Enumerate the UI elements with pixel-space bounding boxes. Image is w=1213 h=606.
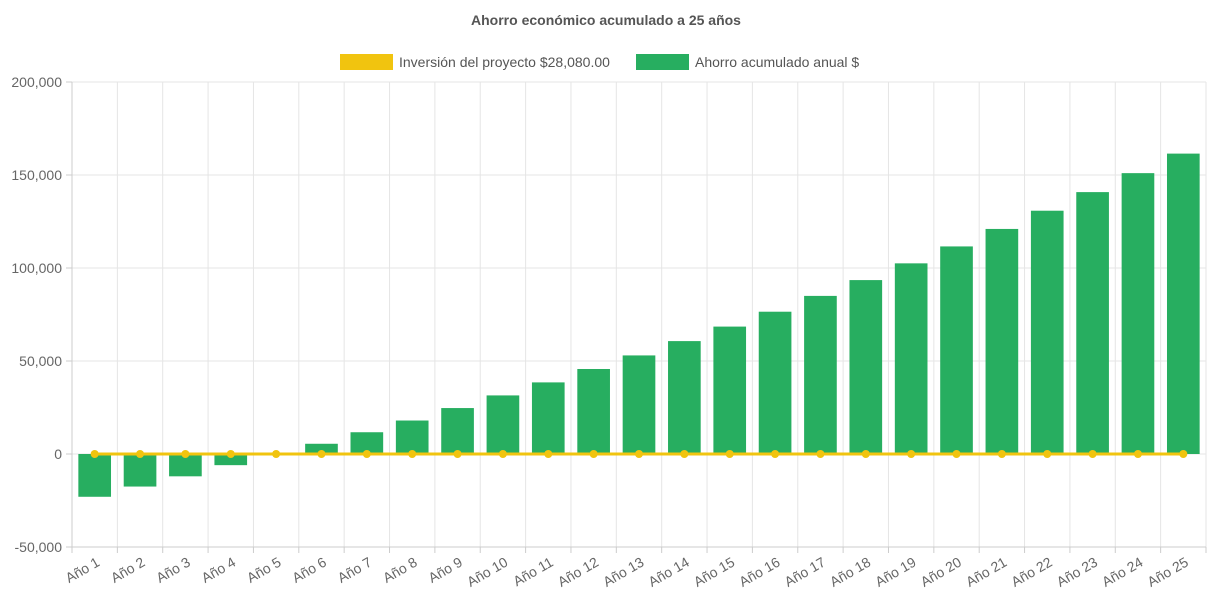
- x-tick-label: Año 6: [289, 554, 329, 586]
- x-tick-label: Año 1: [62, 554, 102, 586]
- x-tick-label: Año 12: [555, 554, 602, 590]
- x-tick-label: Año 17: [782, 554, 829, 590]
- investment-point-15: [725, 450, 734, 458]
- bar-9: [441, 408, 474, 454]
- bar-21: [985, 228, 1019, 454]
- x-tick-label: Año 11: [510, 554, 556, 590]
- bar-19: [894, 263, 928, 454]
- x-tick-label: Año 3: [153, 554, 193, 586]
- investment-point-22: [1043, 450, 1052, 458]
- bars: [78, 153, 1200, 497]
- bar-2: [123, 454, 157, 487]
- x-tick-label: Año 22: [1008, 554, 1055, 590]
- bar-13: [622, 355, 656, 454]
- x-tick-label: Año 25: [1144, 554, 1191, 590]
- x-tick-label: Año 16: [736, 554, 783, 590]
- y-tick-label: 150,000: [11, 167, 62, 183]
- y-tick-label: 100,000: [11, 260, 62, 276]
- investment-point-23: [1088, 450, 1097, 458]
- legend: Inversión del proyecto $28,080.00 Ahorro…: [340, 54, 859, 70]
- legend-swatch-savings[interactable]: [636, 54, 689, 70]
- x-tick-label: Año 20: [918, 554, 965, 590]
- x-axis-ticks: Año 1 Año 2 Año 3 Año 4 Año 5 Año 6 Año 7 Año 8…: [62, 554, 1191, 590]
- x-tick-label: Año 18: [827, 554, 874, 590]
- y-axis-ticks: 200,000 150,000 100,000 50,000 0 -50,000: [11, 74, 62, 555]
- investment-point-2: [136, 450, 145, 458]
- x-tick-label: Año 14: [645, 554, 692, 590]
- x-tick-label: Año 13: [600, 554, 647, 590]
- investment-point-3: [181, 450, 190, 458]
- investment-point-17: [816, 450, 825, 458]
- grid: [66, 81, 1207, 553]
- bar-20: [940, 246, 973, 454]
- bar-11: [531, 382, 565, 454]
- investment-point-21: [997, 450, 1006, 458]
- x-tick-label: Año 8: [380, 554, 420, 586]
- bar-1: [78, 454, 112, 497]
- legend-label-savings[interactable]: Ahorro acumulado anual $: [695, 54, 859, 70]
- investment-point-25: [1179, 450, 1188, 458]
- y-tick-label: 200,000: [11, 74, 62, 90]
- bar-16: [758, 311, 792, 454]
- investment-point-12: [589, 450, 598, 458]
- x-tick-label: Año 10: [464, 554, 511, 590]
- bar-10: [486, 395, 520, 454]
- x-tick-label: Año 19: [872, 554, 919, 590]
- bar-4: [214, 454, 248, 466]
- investment-point-16: [771, 450, 780, 458]
- investment-point-13: [635, 450, 643, 458]
- x-tick-label: Año 15: [691, 554, 738, 590]
- bar-7: [350, 432, 384, 454]
- investment-point-10: [498, 450, 507, 458]
- bar-6: [305, 443, 338, 454]
- y-tick-label: 0: [54, 446, 62, 462]
- bar-25: [1166, 153, 1200, 455]
- chart-title: Ahorro económico acumulado a 25 años: [471, 12, 741, 28]
- investment-point-8: [408, 450, 417, 458]
- bar-22: [1030, 210, 1064, 454]
- investment-point-9: [453, 450, 462, 458]
- investment-point-1: [90, 450, 99, 458]
- bar-23: [1076, 192, 1109, 454]
- bar-8: [395, 420, 429, 454]
- bar-17: [804, 295, 837, 454]
- x-tick-label: Año 2: [108, 554, 148, 586]
- bar-12: [577, 368, 610, 454]
- x-tick-label: Año 21: [963, 554, 1010, 590]
- investment-point-6: [317, 450, 326, 458]
- legend-label-investment[interactable]: Inversión del proyecto $28,080.00: [399, 54, 610, 70]
- investment-point-14: [680, 450, 689, 458]
- bar-24: [1121, 173, 1155, 454]
- investment-point-19: [907, 450, 916, 458]
- investment-point-7: [362, 450, 371, 458]
- x-tick-label: Año 4: [199, 554, 239, 586]
- investment-point-4: [226, 450, 235, 458]
- x-tick-label: Año 24: [1099, 554, 1146, 590]
- y-tick-label: 50,000: [19, 353, 62, 369]
- investment-point-11: [544, 450, 553, 458]
- legend-swatch-investment[interactable]: [340, 54, 393, 70]
- x-tick-label: Año 9: [425, 554, 465, 586]
- investment-point-5: [272, 450, 281, 458]
- bar-15: [713, 326, 747, 454]
- investment-point-24: [1133, 450, 1142, 458]
- x-tick-label: Año 5: [244, 554, 284, 586]
- x-tick-label: Año 7: [335, 554, 375, 586]
- bar-18: [849, 280, 883, 454]
- bar-14: [668, 341, 701, 454]
- investment-point-20: [952, 450, 961, 458]
- investment-line: [90, 450, 1188, 458]
- investment-point-18: [861, 450, 870, 458]
- bar-3: [169, 454, 202, 477]
- y-tick-label: -50,000: [15, 539, 63, 555]
- x-tick-label: Año 23: [1054, 554, 1101, 590]
